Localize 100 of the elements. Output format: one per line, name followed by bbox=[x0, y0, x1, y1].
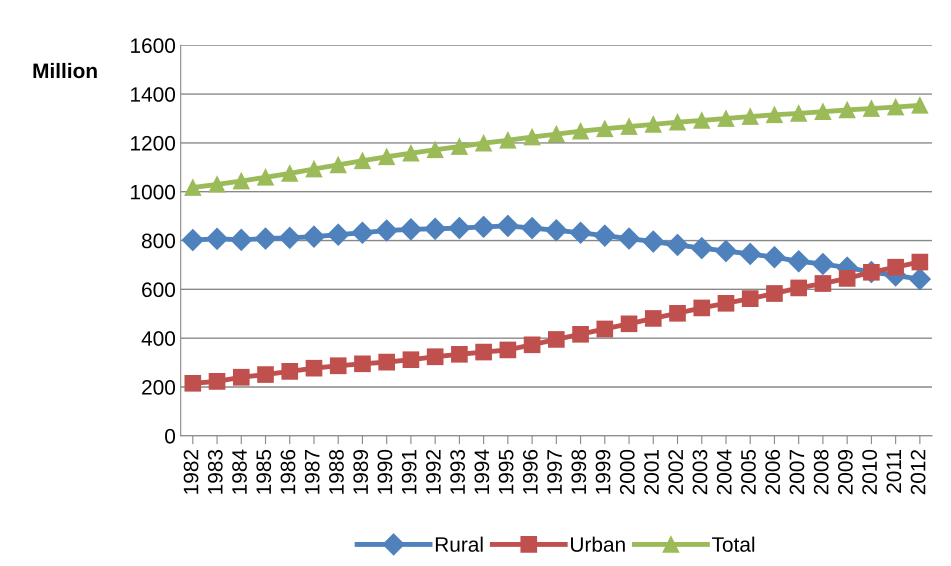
point bbox=[693, 112, 710, 129]
x-tick-label: 2011 bbox=[886, 450, 902, 493]
point bbox=[742, 290, 759, 307]
point bbox=[887, 258, 904, 276]
point bbox=[669, 114, 686, 130]
point bbox=[426, 141, 444, 158]
point bbox=[330, 357, 347, 374]
point bbox=[669, 304, 686, 322]
x-tick-label: 1996 bbox=[522, 450, 538, 494]
point bbox=[572, 122, 589, 140]
point bbox=[693, 300, 710, 316]
point bbox=[378, 354, 396, 370]
y-axis-title: Million bbox=[33, 62, 97, 78]
y-tick-label: 800 bbox=[142, 234, 176, 248]
x-tick-label: 1986 bbox=[280, 450, 296, 494]
y-tick-label: 1000 bbox=[131, 184, 176, 200]
point bbox=[306, 360, 322, 377]
point bbox=[548, 126, 565, 142]
point bbox=[208, 373, 226, 390]
point bbox=[378, 148, 396, 166]
x-tick-label: 1982 bbox=[184, 450, 198, 494]
point bbox=[572, 326, 589, 343]
point bbox=[618, 228, 640, 250]
point bbox=[500, 342, 516, 358]
y-tick-label: 200 bbox=[142, 380, 176, 395]
point bbox=[500, 132, 516, 149]
point bbox=[718, 294, 734, 312]
point bbox=[475, 344, 492, 360]
point bbox=[475, 134, 492, 152]
y-tick-label: 1600 bbox=[131, 38, 176, 54]
point bbox=[790, 105, 808, 122]
x-tick-label: 1988 bbox=[329, 450, 344, 494]
x-tick-label: 1983 bbox=[208, 450, 223, 494]
x-tick-label: 2000 bbox=[620, 450, 635, 494]
point bbox=[400, 218, 422, 240]
x-tick-label: 2004 bbox=[716, 450, 732, 494]
x-tick-label: 2003 bbox=[692, 450, 708, 494]
x-tick-label: 1990 bbox=[378, 450, 392, 494]
point bbox=[570, 222, 592, 244]
point bbox=[496, 214, 519, 237]
y-tick-label: 1400 bbox=[131, 87, 176, 102]
x-tick-label: 2001 bbox=[644, 450, 659, 494]
point bbox=[302, 226, 325, 248]
point bbox=[451, 138, 468, 155]
point bbox=[376, 220, 398, 242]
point bbox=[788, 250, 810, 272]
point bbox=[351, 222, 374, 244]
point bbox=[766, 106, 783, 124]
x-tick-label: 2002 bbox=[668, 450, 684, 494]
point bbox=[548, 331, 565, 348]
point bbox=[232, 368, 250, 386]
point bbox=[257, 169, 274, 186]
point bbox=[184, 179, 202, 196]
x-tick-label: 2006 bbox=[765, 450, 780, 494]
point bbox=[766, 285, 783, 302]
point bbox=[644, 310, 662, 327]
legend-label: Total bbox=[712, 536, 754, 552]
point bbox=[524, 128, 540, 146]
x-tick-label: 2012 bbox=[910, 450, 926, 494]
point bbox=[644, 116, 662, 133]
x-tick-label: 1995 bbox=[498, 450, 514, 494]
point bbox=[230, 228, 252, 251]
x-tick-label: 2007 bbox=[790, 450, 804, 494]
point bbox=[472, 216, 495, 238]
x-tick-label: 1992 bbox=[426, 450, 441, 494]
point bbox=[812, 252, 834, 275]
x-tick-label: 1985 bbox=[256, 450, 272, 494]
point bbox=[596, 120, 614, 138]
point bbox=[863, 100, 880, 117]
point bbox=[281, 363, 298, 380]
x-tick-label: 1989 bbox=[353, 450, 368, 494]
legend-label: Urban bbox=[571, 536, 625, 552]
x-tick-label: 2010 bbox=[862, 450, 877, 494]
point bbox=[594, 224, 616, 247]
x-tick-label: 1993 bbox=[450, 450, 465, 494]
point bbox=[908, 268, 931, 290]
point bbox=[838, 270, 856, 287]
point bbox=[354, 355, 371, 372]
point bbox=[330, 156, 347, 174]
point bbox=[278, 226, 301, 249]
point bbox=[402, 351, 420, 368]
point bbox=[182, 229, 204, 252]
point bbox=[838, 102, 856, 118]
point bbox=[912, 254, 928, 270]
point bbox=[596, 320, 614, 338]
point bbox=[327, 224, 350, 246]
point bbox=[254, 228, 277, 250]
point bbox=[206, 228, 228, 250]
point bbox=[912, 96, 928, 114]
y-tick-label: 400 bbox=[142, 331, 176, 346]
x-tick-label: 1984 bbox=[232, 450, 247, 494]
point bbox=[790, 280, 808, 296]
point bbox=[642, 230, 664, 253]
point bbox=[545, 219, 568, 242]
point bbox=[208, 176, 226, 193]
point bbox=[184, 375, 202, 392]
point bbox=[448, 217, 470, 240]
x-tick-label: 1997 bbox=[547, 450, 562, 494]
point bbox=[426, 348, 444, 366]
point bbox=[739, 242, 762, 265]
